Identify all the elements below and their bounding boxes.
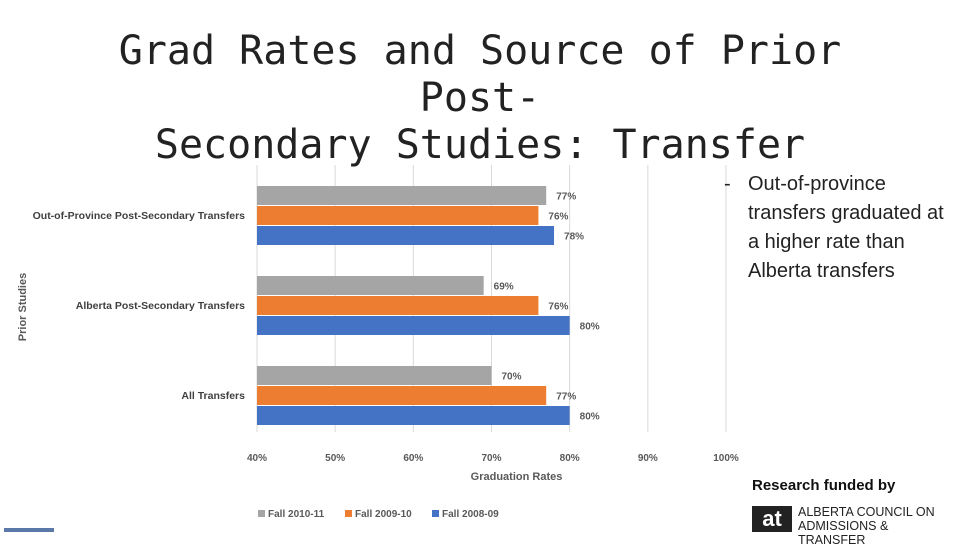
slide-title-line-1: Grad Rates and Source of Prior Post- (118, 28, 842, 121)
data-label: 80% (580, 412, 600, 423)
acat-logo-line-2: ADMISSIONS & TRANSFER (798, 519, 889, 547)
slide-title: Grad Rates and Source of Prior Post- Sec… (60, 28, 900, 169)
data-label: 76% (548, 302, 568, 313)
acat-logo-mark: at (752, 506, 792, 532)
data-label: 77% (556, 192, 576, 203)
bar-fall-2009-10 (257, 206, 539, 225)
bar-fall-2009-10 (257, 386, 547, 405)
data-label: 70% (502, 372, 522, 383)
legend-swatch-fall-2010-11 (258, 510, 265, 517)
data-label: 69% (494, 282, 514, 293)
x-tick-label: 60% (403, 453, 423, 464)
x-tick-label: 80% (560, 453, 580, 464)
footer-mark (4, 528, 54, 532)
acat-logo-line-1: ALBERTA COUNCIL ON (798, 505, 935, 519)
category-label: Out-of-Province Post-Secondary Transfers (33, 210, 246, 222)
data-label: 78% (564, 232, 584, 243)
x-tick-label: 40% (247, 453, 267, 464)
bar-fall-2010-11 (257, 276, 484, 295)
legend-swatch-fall-2009-10 (345, 510, 352, 517)
acat-logo-text: ALBERTA COUNCIL ON ADMISSIONS & TRANSFER (798, 505, 958, 547)
category-label: All Transfers (181, 390, 245, 402)
bullet-dash: - (724, 173, 731, 195)
graduation-rate-chart: 40% 50% 60% 70% 80% 90% 100% Out-of-Province Po… (17, 165, 739, 520)
bar-fall-2010-11 (257, 186, 547, 205)
bar-fall-2008-09 (257, 226, 555, 245)
legend-label-fall-2009-10: Fall 2009-10 (355, 509, 412, 520)
legend-label-fall-2008-09: Fall 2008-09 (442, 509, 499, 520)
y-axis-title: Prior Studies (17, 273, 29, 341)
data-label: 76% (548, 212, 568, 223)
category-label: Alberta Post-Secondary Transfers (76, 300, 245, 312)
legend-label-fall-2010-11: Fall 2010-11 (268, 509, 325, 520)
x-tick-label: 50% (325, 453, 345, 464)
x-tick-label: 70% (481, 453, 501, 464)
research-funded-label: Research funded by (752, 477, 896, 494)
bar-fall-2008-09 (257, 406, 570, 425)
bar-fall-2010-11 (257, 366, 492, 385)
x-tick-label: 100% (713, 453, 739, 464)
summary-bullet: - Out-of-province transfers graduated at… (724, 170, 954, 286)
acat-logo: at ALBERTA COUNCIL ON ADMISSIONS & TRANS… (752, 504, 958, 547)
x-tick-label: 90% (638, 453, 658, 464)
bar-fall-2009-10 (257, 296, 539, 315)
x-axis-title: Graduation Rates (471, 471, 563, 483)
data-label: 80% (580, 322, 600, 333)
slide-title-line-2: Secondary Studies: Transfer (154, 122, 806, 168)
data-label: 77% (556, 392, 576, 403)
bullet-text: Out-of-province transfers graduated at a… (748, 173, 944, 282)
legend-swatch-fall-2008-09 (432, 510, 439, 517)
bar-fall-2008-09 (257, 316, 570, 335)
